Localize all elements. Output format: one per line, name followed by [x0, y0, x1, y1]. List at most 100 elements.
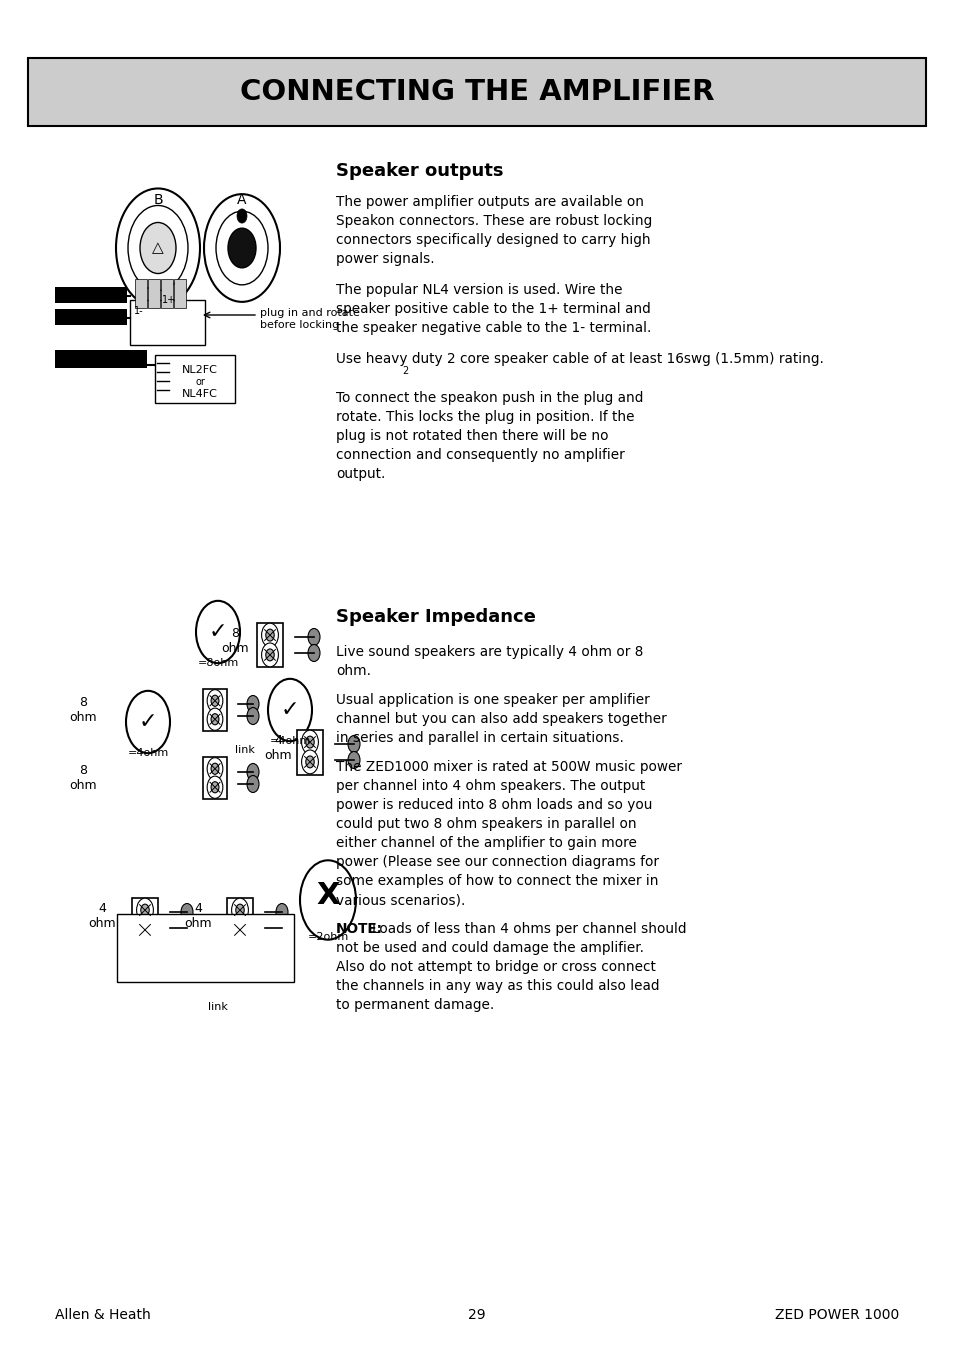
Text: speaker positive cable to the 1+ terminal and: speaker positive cable to the 1+ termina… — [335, 301, 650, 316]
Circle shape — [136, 918, 153, 942]
Circle shape — [181, 919, 193, 937]
Text: either channel of the amplifier to gain more: either channel of the amplifier to gain … — [335, 836, 637, 850]
Circle shape — [247, 764, 258, 780]
Text: channel but you can also add speakers together: channel but you can also add speakers to… — [335, 713, 666, 726]
FancyBboxPatch shape — [132, 898, 157, 942]
FancyBboxPatch shape — [203, 690, 227, 731]
Circle shape — [235, 904, 244, 917]
Circle shape — [301, 750, 318, 773]
Text: Speaker Impedance: Speaker Impedance — [335, 608, 536, 626]
Circle shape — [247, 695, 258, 713]
FancyBboxPatch shape — [130, 300, 205, 345]
Circle shape — [266, 649, 274, 661]
FancyBboxPatch shape — [55, 350, 147, 368]
Circle shape — [228, 228, 255, 268]
Text: Use heavy duty 2 core speaker cable of at least 16swg (1.5mm) rating.: Use heavy duty 2 core speaker cable of a… — [335, 352, 823, 366]
Circle shape — [306, 756, 314, 768]
Circle shape — [207, 708, 223, 730]
Circle shape — [236, 210, 247, 223]
Circle shape — [261, 623, 278, 648]
Circle shape — [232, 918, 248, 942]
Text: CONNECTING THE AMPLIFIER: CONNECTING THE AMPLIFIER — [239, 78, 714, 105]
Circle shape — [235, 923, 244, 936]
Circle shape — [140, 223, 175, 273]
Circle shape — [348, 752, 359, 768]
Text: 4
ohm: 4 ohm — [264, 734, 292, 763]
FancyBboxPatch shape — [28, 58, 925, 126]
Circle shape — [247, 776, 258, 792]
Circle shape — [275, 903, 288, 921]
Text: some examples of how to connect the mixer in: some examples of how to connect the mixe… — [335, 873, 658, 888]
Text: SPEAKON: SPEAKON — [73, 356, 126, 366]
FancyBboxPatch shape — [55, 287, 127, 303]
Text: connection and consequently no amplifier: connection and consequently no amplifier — [335, 448, 624, 462]
Text: The ZED1000 mixer is rated at 500W music power: The ZED1000 mixer is rated at 500W music… — [335, 760, 681, 773]
Text: Speakon connectors. These are robust locking: Speakon connectors. These are robust loc… — [335, 214, 652, 228]
Text: 4
ohm: 4 ohm — [184, 902, 212, 930]
Circle shape — [266, 629, 274, 641]
Text: ohm.: ohm. — [335, 664, 371, 677]
Circle shape — [275, 919, 288, 937]
FancyBboxPatch shape — [148, 279, 160, 308]
Text: power (Please see our connection diagrams for: power (Please see our connection diagram… — [335, 854, 659, 869]
Circle shape — [211, 714, 218, 725]
Text: plug in and rotate
before locking: plug in and rotate before locking — [260, 308, 359, 330]
Text: 1-: 1- — [133, 306, 144, 316]
Text: 8
ohm: 8 ohm — [221, 627, 249, 654]
Text: the speaker negative cable to the 1- terminal.: the speaker negative cable to the 1- ter… — [335, 320, 651, 335]
Text: ✓: ✓ — [138, 713, 157, 731]
Text: rotate. This locks the plug in position. If the: rotate. This locks the plug in position.… — [335, 410, 634, 425]
Text: NL4FC: NL4FC — [182, 389, 217, 399]
Text: Also do not attempt to bridge or cross connect: Also do not attempt to bridge or cross c… — [335, 960, 656, 973]
FancyBboxPatch shape — [297, 730, 322, 775]
Circle shape — [207, 690, 223, 713]
Text: 2: 2 — [402, 366, 409, 376]
Circle shape — [181, 903, 193, 921]
Text: power is reduced into 8 ohm loads and so you: power is reduced into 8 ohm loads and so… — [335, 798, 652, 813]
Circle shape — [232, 898, 248, 922]
Text: link: link — [234, 745, 254, 754]
Text: ✓: ✓ — [280, 700, 299, 721]
Circle shape — [211, 781, 218, 792]
Text: A: A — [237, 193, 247, 207]
Text: ✓: ✓ — [209, 622, 227, 642]
Circle shape — [211, 695, 218, 706]
Circle shape — [141, 923, 149, 936]
Text: the channels in any way as this could also lead: the channels in any way as this could al… — [335, 979, 659, 992]
Text: Usual application is one speaker per amplifier: Usual application is one speaker per amp… — [335, 694, 649, 707]
Text: plug is not rotated then there will be no: plug is not rotated then there will be n… — [335, 429, 608, 443]
Circle shape — [308, 629, 319, 645]
Text: Speaker outputs: Speaker outputs — [335, 162, 503, 180]
FancyBboxPatch shape — [135, 279, 147, 308]
Text: B: B — [153, 193, 163, 207]
FancyBboxPatch shape — [154, 356, 234, 403]
Text: various scenarios).: various scenarios). — [335, 894, 465, 907]
Text: =4ohm: =4ohm — [269, 735, 311, 746]
Text: Live sound speakers are typically 4 ohm or 8: Live sound speakers are typically 4 ohm … — [335, 645, 642, 658]
Text: ZED POWER 1000: ZED POWER 1000 — [774, 1307, 898, 1322]
Text: X: X — [315, 882, 339, 910]
Text: not be used and could damage the amplifier.: not be used and could damage the amplifi… — [335, 941, 643, 955]
Text: connectors specifically designed to carry high: connectors specifically designed to carr… — [335, 233, 650, 247]
Circle shape — [207, 757, 223, 780]
FancyBboxPatch shape — [173, 279, 186, 308]
Text: To connect the speakon push in the plug and: To connect the speakon push in the plug … — [335, 391, 642, 406]
Circle shape — [136, 898, 153, 922]
Text: The power amplifier outputs are available on: The power amplifier outputs are availabl… — [335, 195, 643, 210]
Circle shape — [306, 735, 314, 748]
Text: output.: output. — [335, 466, 385, 481]
Text: 4
ohm: 4 ohm — [88, 902, 115, 930]
Text: The popular NL4 version is used. Wire the: The popular NL4 version is used. Wire th… — [335, 283, 622, 297]
FancyBboxPatch shape — [161, 279, 172, 308]
Circle shape — [247, 707, 258, 725]
Circle shape — [301, 730, 318, 754]
Text: =2ohm: =2ohm — [307, 932, 348, 942]
Text: 8
ohm: 8 ohm — [70, 764, 96, 792]
FancyBboxPatch shape — [257, 622, 282, 668]
Circle shape — [308, 645, 319, 661]
Circle shape — [207, 776, 223, 798]
Text: △: △ — [152, 241, 164, 256]
Circle shape — [211, 764, 218, 775]
Text: per channel into 4 ohm speakers. The output: per channel into 4 ohm speakers. The out… — [335, 779, 644, 794]
Circle shape — [348, 735, 359, 753]
